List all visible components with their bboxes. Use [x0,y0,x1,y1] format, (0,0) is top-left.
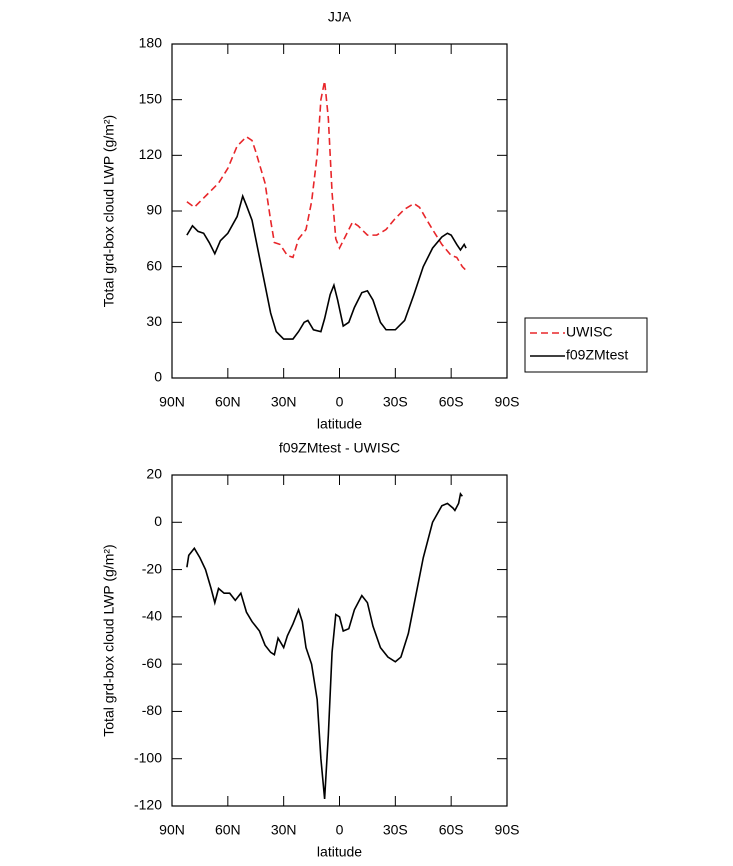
legend-label: UWISC [566,324,613,340]
x-tick-label: 0 [336,394,344,410]
x-tick-label: 0 [336,822,344,838]
x-tick-label: 60S [439,822,464,838]
x-tick-label: 30S [383,394,408,410]
x-tick-label: 60S [439,394,464,410]
x-tick-label: 60N [215,394,241,410]
x-axis-label: latitude [317,416,362,432]
x-tick-label: 30S [383,822,408,838]
legend-label: f09ZMtest [566,347,628,363]
x-tick-label: 60N [215,822,241,838]
y-tick-label: -20 [142,560,162,576]
y-tick-label: 150 [139,90,163,106]
y-axis-label: Total grd-box cloud LWP (g/m²) [101,115,117,307]
data-line [186,492,463,799]
y-tick-label: -40 [142,608,162,624]
y-tick-label: 0 [154,513,162,529]
y-tick-label: -100 [134,749,162,765]
y-tick-label: 20 [146,466,162,482]
x-tick-label: 90S [495,822,520,838]
y-tick-label: 60 [146,257,162,273]
data-line [186,193,467,340]
data-line [186,80,467,271]
x-tick-label: 30N [271,394,297,410]
y-tick-label: 120 [139,146,163,162]
x-axis-label: latitude [317,844,362,860]
y-tick-label: 30 [146,313,162,329]
plot-frame [171,474,508,807]
y-tick-label: -60 [142,655,162,671]
plot-frame [171,43,508,379]
y-tick-label: -120 [134,797,162,813]
legend-box [524,317,648,373]
x-tick-label: 90N [159,394,185,410]
y-axis-label: Total grd-box cloud LWP (g/m²) [101,544,117,736]
y-tick-label: 90 [146,202,162,218]
x-tick-label: 90N [159,822,185,838]
chart-title: f09ZMtest - UWISC [279,440,400,456]
x-tick-label: 30N [271,822,297,838]
chart-title: JJA [328,9,352,25]
y-tick-label: -80 [142,702,162,718]
y-tick-label: 180 [139,35,163,51]
y-tick-label: 0 [154,369,162,385]
x-tick-label: 90S [495,394,520,410]
